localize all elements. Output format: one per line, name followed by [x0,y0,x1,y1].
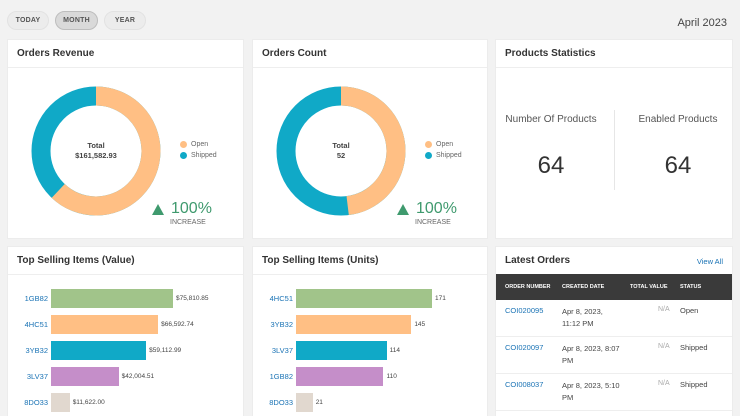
top-selling-units-title: Top Selling Items (Units) [262,255,379,266]
latest-orders-title: Latest Orders [505,255,571,266]
number-of-products-value: 64 [537,152,565,179]
bar-value-label: 114 [389,347,401,354]
table-row[interactable]: COI008037 Apr 8, 2023, 5:10 PM N/A Shipp… [496,374,732,411]
bar-mark [51,289,173,308]
bar-value-label: $75,810.85 [176,295,209,302]
donut-segment-open [276,86,406,216]
tab-year[interactable]: YEAR [104,11,146,30]
order-status: Shipped [680,343,708,352]
trend-label: INCREASE [415,219,451,226]
top-selling-value-card: Top Selling Items (Value) 1GB82 $75,810.8… [7,246,244,416]
order-number-link[interactable]: COI008037 [505,380,544,389]
table-row[interactable]: COI020095 Apr 8, 2023, 11:12 PM N/A Open [496,300,732,337]
legend-label-shipped: Shipped [191,152,217,159]
legend-swatch-shipped [180,152,187,159]
legend-swatch-shipped [425,152,432,159]
column-header-total-value: TOTAL VALUE [630,284,668,290]
bar-category-label[interactable]: 3LV37 [271,346,293,355]
bar-value-label: 21 [315,399,323,406]
order-status: Shipped [680,380,708,389]
tab-month[interactable]: MONTH [55,11,98,30]
orders-table-header: ORDER NUMBER CREATED DATE TOTAL VALUE ST… [496,274,732,300]
orders-count-donut [276,86,406,216]
bar-value-label: $59,112.99 [149,347,182,354]
donut-center-value: $161,582.93 [75,151,117,160]
products-statistics-title: Products Statistics [505,48,596,59]
bar-category-label[interactable]: 3LV37 [26,372,48,381]
trend-percent: 100% [171,200,212,217]
bar-mark [296,289,432,308]
bar-category-label[interactable]: 1GB82 [269,372,293,381]
bar-mark [296,341,387,360]
donut-center-label: Total [87,141,105,150]
tab-today[interactable]: TODAY [7,11,49,30]
table-row[interactable]: COI020097 Apr 8, 2023, 8:07 PM N/A Shipp… [496,337,732,374]
order-total: N/A [658,343,670,350]
order-number-link[interactable]: COI020095 [505,306,544,315]
orders-count-card: Orders Count Total 52 Open Shipped 100% … [252,39,488,239]
bar-mark [51,341,147,360]
donut-center-value: 52 [336,151,346,160]
legend-label-open: Open [191,141,209,148]
bar-category-label[interactable]: 1GB82 [24,294,48,303]
bar-category-label[interactable]: 8DO33 [24,398,48,407]
column-header-order-number: ORDER NUMBER [505,284,551,290]
legend-swatch-open [180,141,187,148]
trend-up-icon [152,203,164,215]
bar-mark [296,367,384,386]
latest-orders-card: Latest Orders View All ORDER NUMBER CREA… [495,246,733,416]
bar-category-label[interactable]: 8DO33 [269,398,293,407]
bar-value-label: 110 [386,373,397,380]
order-total: N/A [658,306,670,313]
enabled-products-label: Enabled Products [638,114,718,125]
column-header-created-date: CREATED DATE [562,284,605,290]
donut-segment-open [31,86,161,216]
top-selling-value-title: Top Selling Items (Value) [17,255,135,266]
enabled-products-value: 64 [664,152,692,179]
order-number-link[interactable]: COI020097 [505,343,544,352]
number-of-products-label: Number Of Products [505,114,597,125]
column-header-status: STATUS [680,284,702,290]
order-total: N/A [658,380,670,387]
order-date: Apr 8, 2023, 8:07 PM [562,344,620,365]
orders-revenue-title: Orders Revenue [17,48,95,59]
bar-mark [51,393,70,412]
legend-label-open: Open [436,141,454,148]
orders-count-legend: Open Shipped [425,139,462,161]
orders-revenue-legend: Open Shipped [180,139,217,161]
view-all-link[interactable]: View All [696,257,723,266]
bar-mark [296,315,412,334]
bar-mark [296,393,313,412]
orders-revenue-donut [31,86,161,216]
bar-value-label: $66,592.74 [161,321,194,328]
trend-label: INCREASE [170,219,206,226]
bar-value-label: $11,622.00 [72,399,105,406]
trend-up-icon [397,203,409,215]
top-selling-units-card: Top Selling Items (Units) 4HC51 171 3YB32 1… [252,246,488,416]
bar-category-label[interactable]: 3YB32 [25,346,48,355]
period-date-label: April 2023 [677,17,727,29]
bar-category-label[interactable]: 4HC51 [269,294,293,303]
legend-label-shipped: Shipped [436,152,462,159]
order-status: Open [680,306,699,315]
order-date: Apr 8, 2023, 11:12 PM [562,307,603,328]
orders-count-title: Orders Count [262,48,327,59]
bar-category-label[interactable]: 3YB32 [270,320,293,329]
legend-swatch-open [425,141,432,148]
trend-percent: 100% [416,200,457,217]
bar-value-label: 171 [435,295,446,302]
bar-value-label: $42,004.51 [121,373,155,380]
bar-value-label: 145 [414,321,426,328]
orders-revenue-card: Orders Revenue Total $161,582.93 Open Sh… [7,39,244,239]
order-date: Apr 8, 2023, 5:10 PM [562,381,620,402]
donut-center-label: Total [332,141,350,150]
bar-mark [51,315,159,334]
bar-mark [51,367,119,386]
products-statistics-card: Products Statistics Number Of Products 6… [495,39,733,239]
bar-category-label[interactable]: 4HC51 [24,320,48,329]
